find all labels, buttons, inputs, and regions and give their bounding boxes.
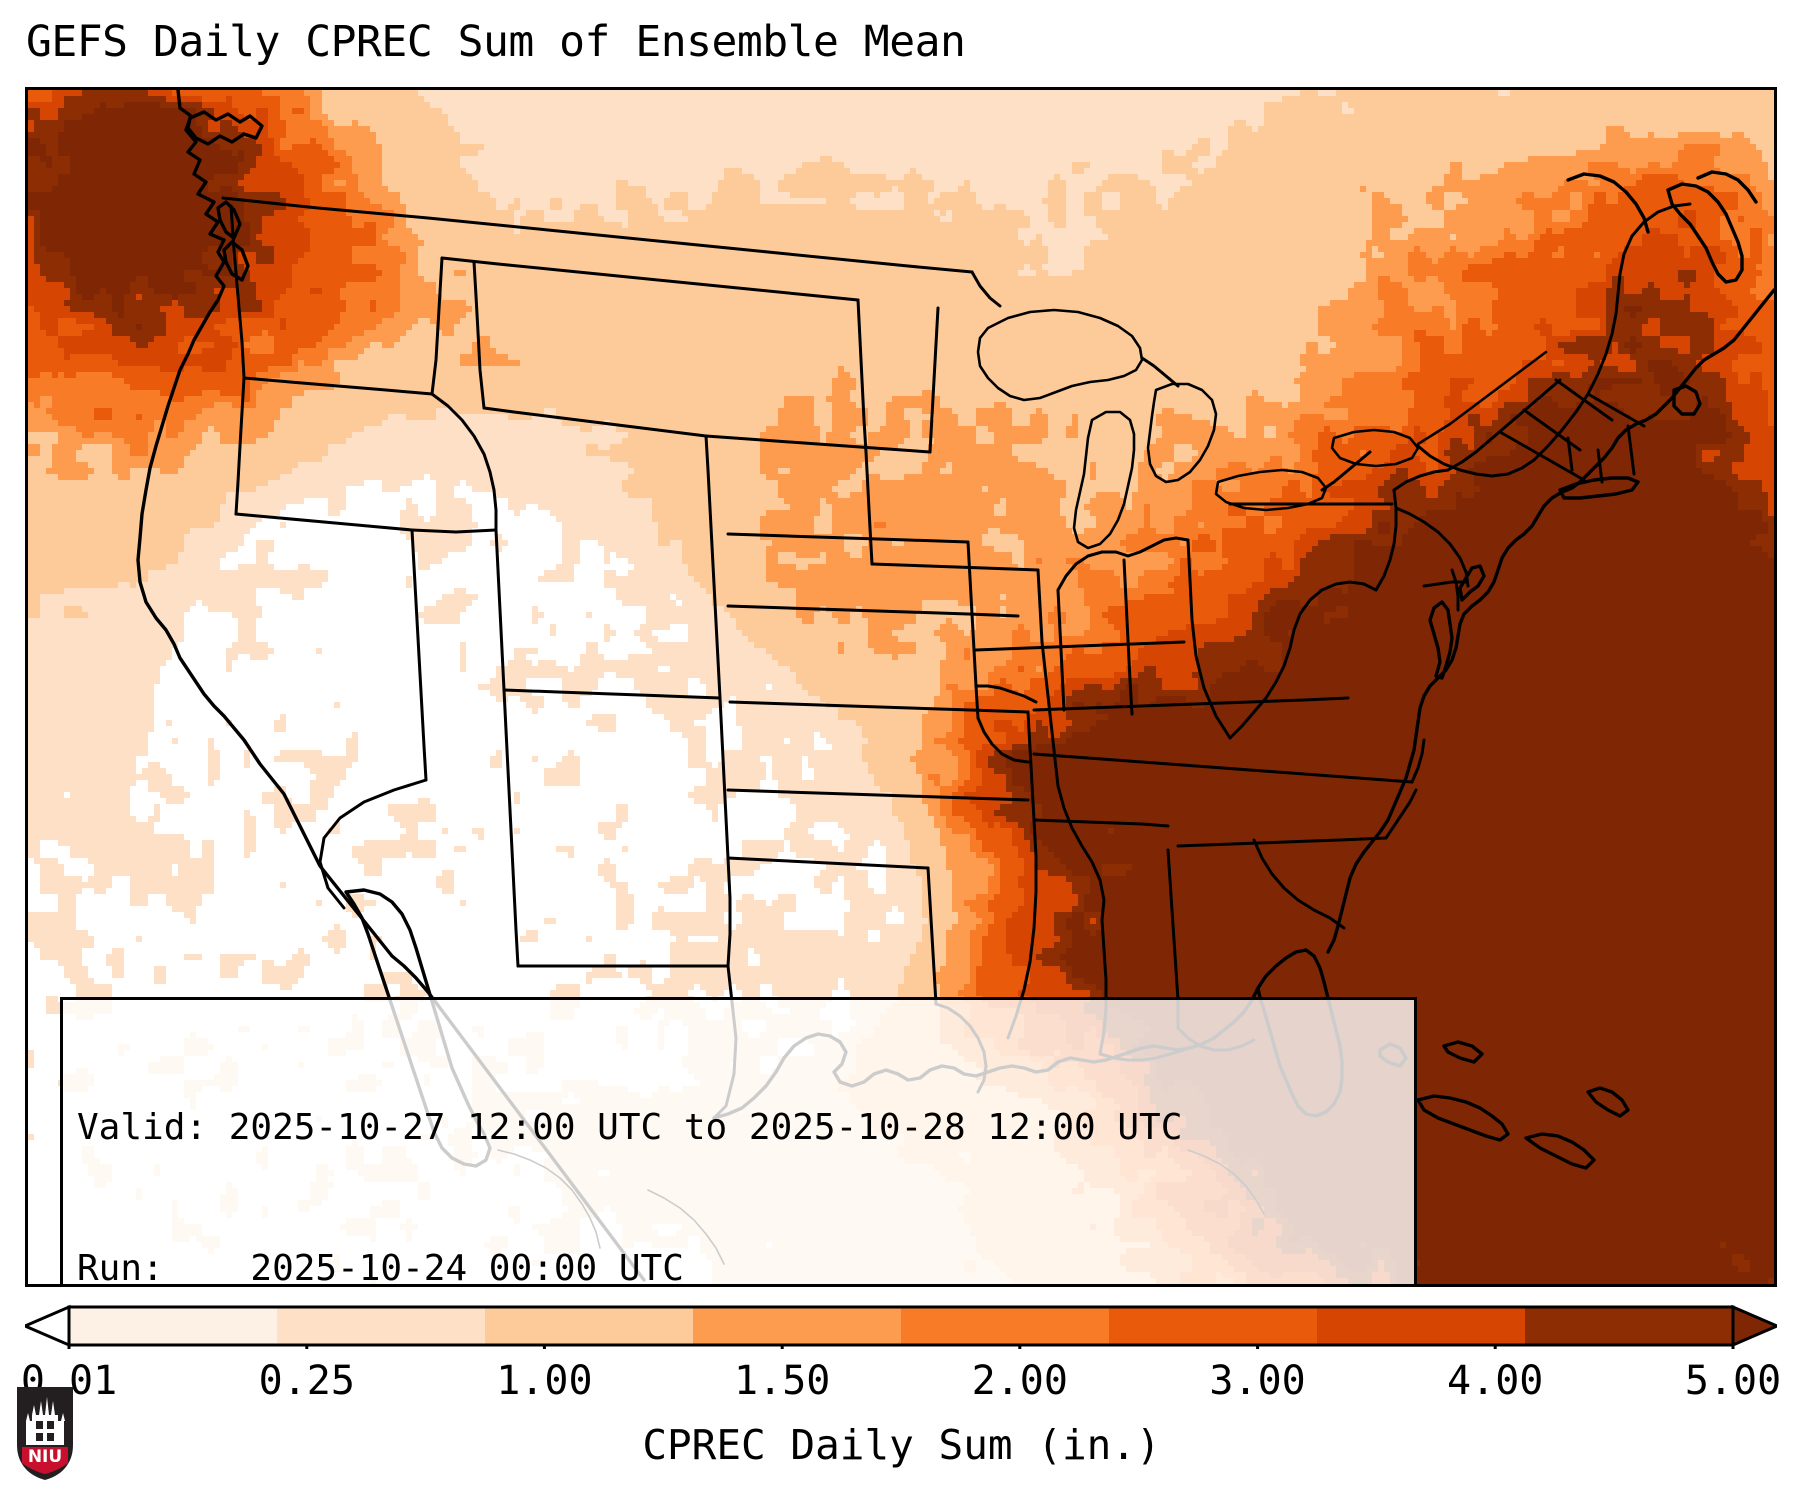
colorbar-axis-label: CPREC Daily Sum (in.)	[642, 1421, 1161, 1469]
great-lakes	[976, 308, 1548, 550]
page-title: GEFS Daily CPREC Sum of Ensemble Mean	[26, 17, 966, 67]
colorbar-band	[1109, 1307, 1318, 1345]
colorbar-tick-labels: 0.01 0.25 1.00 1.50 2.00 3.00 4.00 5.00	[0, 1355, 1803, 1411]
colorbar-extend-low	[25, 1304, 71, 1348]
colorbar-tick-label: 1.00	[496, 1358, 593, 1404]
colorbar-tick-label: 5.00	[1684, 1358, 1782, 1404]
colorbar	[25, 1303, 1777, 1349]
colorbar-tick-label: 0.25	[258, 1358, 355, 1404]
colorbar-band	[69, 1307, 278, 1345]
colorbar-band	[485, 1307, 694, 1345]
colorbar-outline	[67, 1305, 1735, 1347]
niu-wordmark: NIU	[28, 1447, 62, 1467]
valid-time-text: Valid: 2025-10-27 12:00 UTC to 2025-10-2…	[77, 1107, 1183, 1148]
colorbar-tick-label: 2.00	[971, 1358, 1068, 1404]
colorbar-band	[1525, 1307, 1734, 1345]
run-time-text: Run: 2025-10-24 00:00 UTC	[77, 1248, 684, 1287]
colorbar-extend-high	[1731, 1304, 1777, 1348]
niu-logo: NIU	[14, 1383, 76, 1483]
colorbar-tick-label: 1.50	[734, 1358, 831, 1404]
state-borders	[221, 196, 1692, 1120]
colorbar-tick-label: 4.00	[1447, 1358, 1544, 1404]
forecast-info-box: Valid: 2025-10-27 12:00 UTC to 2025-10-2…	[60, 997, 1417, 1287]
niu-red-band	[22, 1447, 68, 1474]
colorbar-swatches	[25, 1304, 1777, 1349]
map-panel: Valid: 2025-10-27 12:00 UTC to 2025-10-2…	[25, 87, 1777, 1287]
niu-shield-icon: NIU	[17, 1387, 73, 1480]
colorbar-band	[277, 1307, 486, 1345]
colorbar-band	[693, 1307, 902, 1345]
colorbar-tick-label: 3.00	[1209, 1358, 1306, 1404]
colorbar-band	[901, 1307, 1110, 1345]
castle-windows	[36, 1421, 54, 1441]
colorbar-band	[1317, 1307, 1526, 1345]
